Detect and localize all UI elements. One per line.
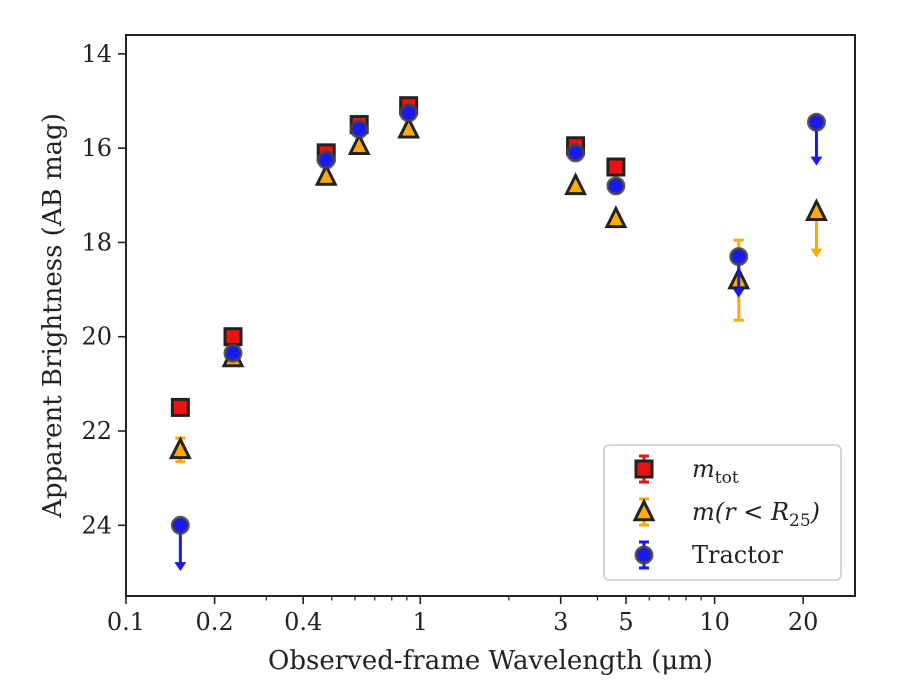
data-point	[606, 157, 626, 177]
y-tick-label: 24	[81, 511, 112, 539]
data-point	[223, 343, 243, 363]
legend-label: m(r < R25)	[692, 498, 820, 531]
series-1	[170, 96, 626, 417]
x-tick-label: 0.1	[107, 608, 145, 636]
y-tick-label: 16	[81, 134, 112, 162]
legend: mtot m(r < R25) Tractor	[603, 444, 842, 581]
legend-label: Tractor	[692, 541, 783, 569]
data-point	[347, 132, 371, 156]
data-point	[604, 205, 628, 229]
y-tick-label: 22	[81, 417, 112, 445]
x-tick-label: 20	[788, 608, 819, 636]
data-marks	[168, 96, 828, 572]
data-point	[223, 327, 243, 347]
data-point	[806, 112, 826, 132]
x-tick-label: 5	[618, 608, 633, 636]
data-point	[564, 172, 587, 196]
series-2	[168, 115, 828, 464]
series-3	[170, 103, 826, 572]
y-tick-label: 20	[81, 323, 112, 351]
x-axis-label: Observed-frame Wavelength (μm)	[268, 646, 713, 676]
data-point	[170, 515, 190, 535]
data-point	[399, 103, 419, 123]
legend-label: mtot	[692, 455, 739, 488]
data-point	[349, 119, 369, 139]
data-point	[566, 143, 586, 163]
data-point	[168, 436, 192, 460]
data-point	[314, 162, 338, 186]
plot-frame	[125, 34, 856, 597]
axes: 0.1 0.2 0.4 1 3 5 10 20 14 16 18 20 22 24	[81, 34, 856, 636]
legend-box	[603, 444, 842, 581]
upper-limit-arrow-head	[810, 248, 823, 258]
legend-marker	[634, 545, 654, 565]
x-tick-label: 1	[413, 608, 428, 636]
x-tick-label: 10	[699, 608, 730, 636]
data-point	[805, 198, 828, 222]
legend-marker	[632, 498, 656, 522]
data-point	[170, 397, 190, 417]
y-tick-label: 14	[81, 40, 112, 68]
legend-item: m(r < R25)	[632, 497, 820, 531]
legend-item: Tractor	[634, 540, 783, 570]
x-tick-label: 3	[553, 608, 568, 636]
data-point	[606, 176, 626, 196]
upper-limit-arrow-head	[732, 288, 745, 298]
upper-limit-arrow-head	[810, 156, 823, 166]
legend-marker	[634, 459, 654, 479]
legend-item: mtot	[634, 454, 739, 488]
data-point	[397, 115, 421, 139]
x-tick-label: 0.4	[284, 608, 322, 636]
x-tick-label: 0.2	[196, 608, 234, 636]
upper-limit-arrow-head	[174, 562, 187, 572]
y-tick-label: 18	[81, 228, 112, 256]
data-point	[316, 150, 336, 170]
y-axis-label: Apparent Brightness (AB mag)	[38, 113, 68, 519]
data-point	[729, 247, 749, 267]
